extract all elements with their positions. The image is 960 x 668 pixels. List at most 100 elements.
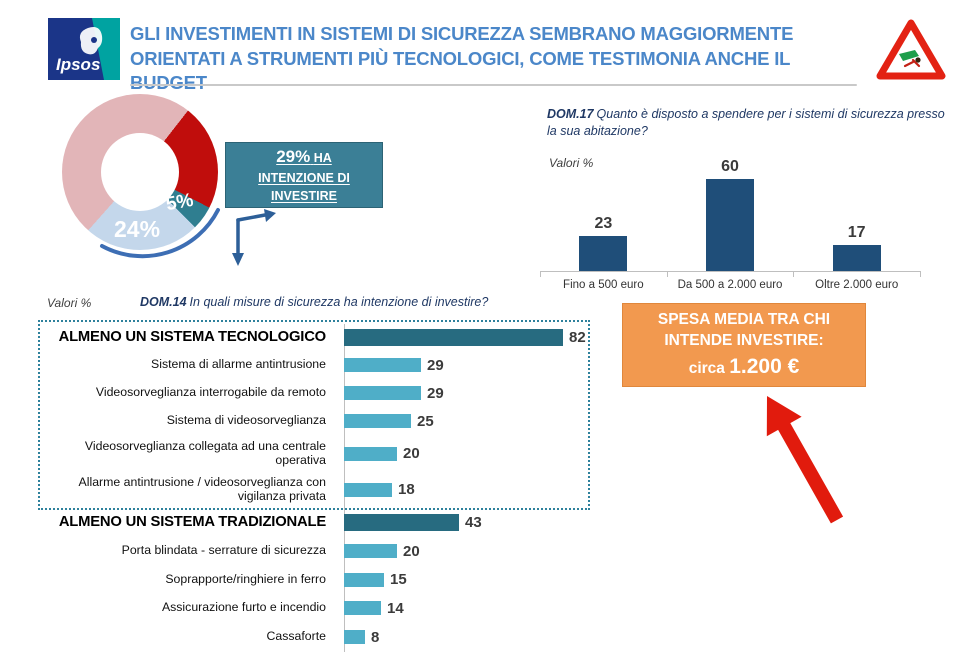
invest-callout-rest: HA [313,150,332,165]
hbar-label: Cassaforte [266,629,326,644]
axis-tick [920,271,921,277]
spend-prefix: circa [688,359,725,377]
bar [706,179,754,271]
invest-callout-line1: 29% HA [226,145,382,170]
elbow-arrow-icon [232,209,276,266]
dom17-category-axis: Fino a 500 euro Da 500 a 2.000 euro Oltre … [540,279,920,291]
axis-tick [540,271,541,277]
invest-callout-line2: INTENZIONE DI [258,171,350,186]
hbar [344,630,365,644]
hbar-row: Videosorveglianza collegata ad una centr… [38,435,598,472]
hbar-value-label: 82 [569,329,586,346]
dom17-bar-chart: 23 60 17 Fino a 500 euro Da 500 a 2.000 eur… [540,158,921,291]
hbar [344,358,421,372]
hbar-row: Allarme antintrusione / videosorveglianz… [38,472,598,507]
bar-value-label: 23 [594,215,613,232]
spend-line2: INTENDE INVESTIRE: [664,332,824,350]
hbar-row: Cassaforte 8 [38,622,598,652]
hbar-label: Porta blindata - serrature di sicurezza [121,543,326,558]
invest-callout-line3: INVESTIRE [271,189,337,204]
hbar [344,446,397,461]
hbar-row: ALMENO UN SISTEMA TRADIZIONALE 43 [38,507,598,537]
dom17-question: DOM.17 Quanto è disposto a spendere per i… [547,106,945,140]
hbar [344,572,384,587]
hbar-track: 20 [344,543,420,560]
hbar [344,414,411,428]
invest-callout-box: 29% HA INTENZIONE DI INVESTIRE [225,142,383,208]
dom14-question: DOM.14 In quali misure di sicurezza ha in… [140,295,560,309]
hbar-label: ALMENO UN SISTEMA TRADIZIONALE [58,513,326,530]
bar-column: 23 [540,215,667,271]
donut-label-5: 5% [164,189,195,216]
hbar-label: Sistema di videosorveglianza [166,413,326,428]
dom17-plot-area: 23 60 17 [540,158,921,277]
hbar-label: Allarme antintrusione / videosorveglianz… [78,474,326,503]
dom14-units-note: Valori % [47,296,92,310]
dom14-rows: ALMENO UN SISTEMA TECNOLOGICO 82 Sistema d… [38,324,598,652]
hbar-value-label: 14 [387,599,404,617]
dom17-units-note: Valori % [549,156,594,170]
theft-warning-triangle-icon [876,19,946,80]
hbar-label: Soprapporte/ringhiere in ferro [165,571,326,586]
axis-tick [793,271,795,277]
hbar-row: Videosorveglianza interrogabile da remot… [38,379,598,407]
hbar-value-label: 29 [427,384,444,402]
hbar [344,329,563,346]
hbar-row: Sistema di allarme antintrusione 29 [38,351,598,379]
hbar-track: 25 [344,413,434,430]
spend-value: 1.200 € [729,354,800,378]
hbar-track: 43 [344,513,482,531]
category-label: Da 500 a 2.000 euro [677,279,783,291]
hbar-track: 18 [344,481,415,498]
intention-donut-chart: 5% 24% [62,94,218,250]
dom14-question-text: In quali misure di sicurezza ha intenzio… [189,295,489,309]
hbar-row: Sistema di videosorveglianza 25 [38,407,598,435]
hbar-value-label: 43 [465,513,482,531]
spend-line1: SPESA MEDIA TRA CHI [657,310,831,328]
hbar-value-label: 15 [390,571,407,588]
svg-text:Ipsos: Ipsos [56,55,100,74]
hbar-row: ALMENO UN SISTEMA TECNOLOGICO 82 [38,324,598,351]
hbar [344,386,421,400]
bar [832,245,881,271]
spend-line3: circa 1.200 € [623,352,865,381]
hbar-row: Soprapporte/ringhiere in ferro 15 [38,565,598,594]
invest-callout-value: 29% [276,146,311,166]
hbar [344,601,381,615]
hbar-track: 14 [344,600,404,617]
donut-hole [101,133,179,211]
hbar-row: Porta blindata - serrature di sicurezza 2… [38,537,598,565]
hbar-value-label: 20 [403,542,420,560]
category-label: Oltre 2.000 euro [815,279,899,291]
red-arrow-icon [766,396,844,524]
hbar-label: Videosorveglianza interrogabile da remot… [95,385,326,400]
average-spend-callout-box: SPESA MEDIA TRA CHI INTENDE INVESTIRE: c… [622,303,866,387]
hbar-track: 29 [344,385,444,402]
dom14-question-label: DOM.14 [140,295,187,309]
bar-column: 17 [793,224,920,271]
hbar [344,482,392,497]
hbar [344,513,459,531]
hbar-value-label: 18 [398,481,415,498]
hbar-track: 29 [344,357,444,374]
bar-value-label: 60 [721,158,739,175]
hbar-track: 82 [344,329,586,346]
slide-title: GLI INVESTIMENTI IN SISTEMI DI SICUREZZA… [130,22,870,96]
hbar-track: 15 [344,571,407,588]
bar-value-label: 17 [847,224,866,241]
ipsos-logo: Ipsos [48,18,120,80]
hbar-track: 8 [344,629,379,646]
hbar-track: 20 [344,445,420,462]
donut-label-24: 24% [114,216,161,242]
dom17-question-text: Quanto è disposto a spendere per i siste… [547,107,945,138]
slide-title-line2: ORIENTATI A STRUMENTI PIÙ TECNOLOGICI, C… [130,47,790,94]
bar-column: 60 [667,158,794,271]
hbar-row: Assicurazione furto e incendio 14 [38,594,598,622]
header-divider [130,84,857,86]
hbar-value-label: 29 [427,356,444,374]
hbar-value-label: 25 [417,412,434,430]
dom14-bar-chart: ALMENO UN SISTEMA TECNOLOGICO 82 Sistema d… [38,318,598,662]
hbar-label: Videosorveglianza collegata ad una centr… [84,438,326,467]
slide-title-line1: GLI INVESTIMENTI IN SISTEMI DI SICUREZZA… [130,23,794,44]
